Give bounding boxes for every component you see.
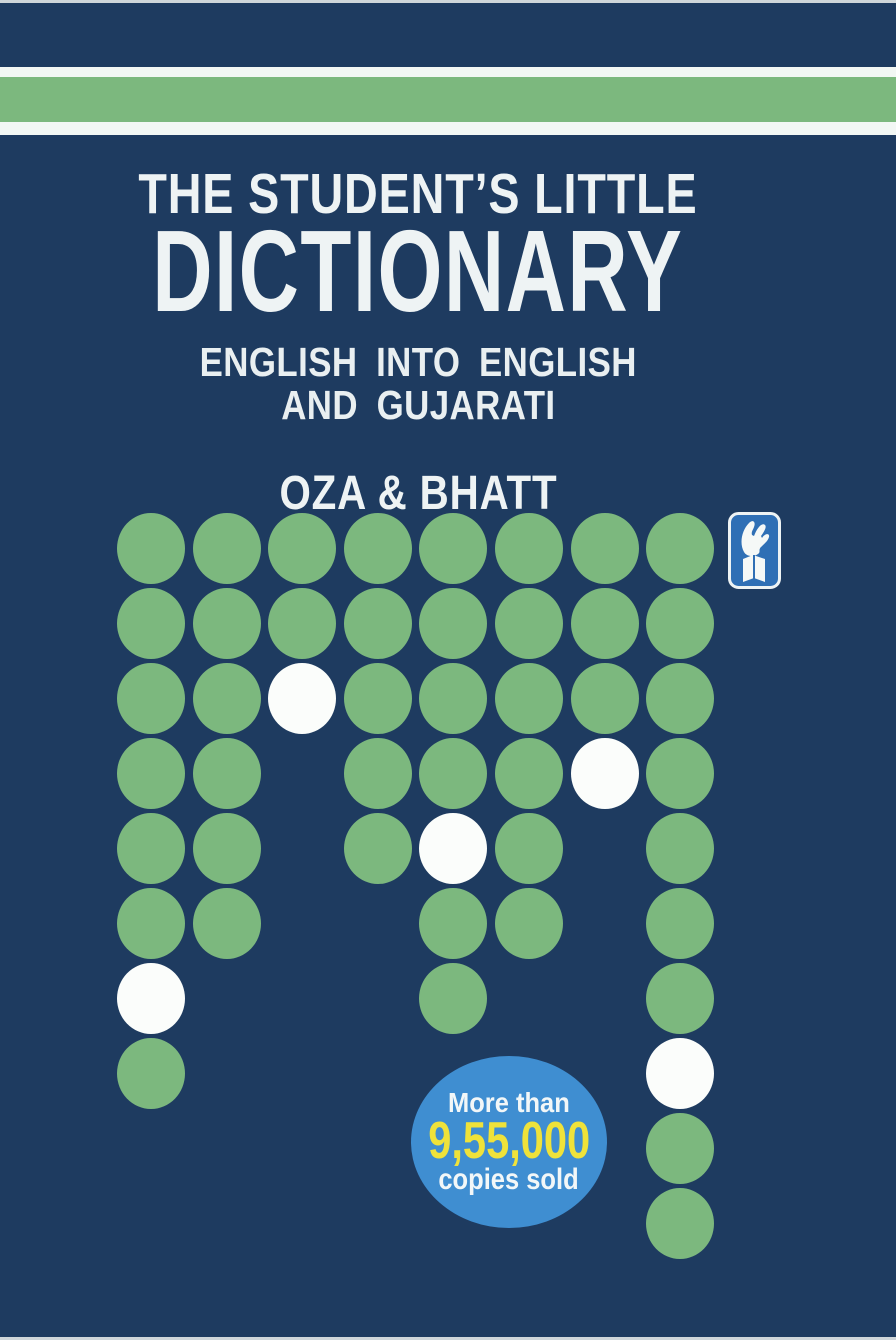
subtitle-line-2: AND GUJARATI bbox=[0, 385, 836, 426]
dot-green bbox=[117, 812, 185, 884]
title-line-1-text: THE STUDENT’S LITTLE bbox=[138, 162, 698, 226]
dot-green bbox=[117, 587, 185, 659]
dot-green bbox=[495, 662, 563, 734]
sales-badge: More than 9,55,000 copies sold bbox=[411, 1056, 607, 1228]
dot-green bbox=[419, 662, 488, 734]
dot-green bbox=[646, 512, 715, 584]
top-edge-line bbox=[0, 0, 896, 3]
dot-green bbox=[495, 512, 563, 584]
title-line-2-text: DICTIONARY bbox=[152, 206, 684, 336]
dot-green bbox=[192, 662, 261, 734]
bottom-edge-line bbox=[0, 1337, 896, 1340]
dot-white bbox=[419, 812, 488, 884]
dot-green bbox=[343, 662, 412, 734]
dot-green bbox=[646, 812, 715, 884]
badge-count: 9,55,000 bbox=[428, 1111, 590, 1170]
dot-green bbox=[419, 587, 488, 659]
dot-white bbox=[117, 962, 185, 1034]
dot-green bbox=[646, 1112, 715, 1184]
dot-green bbox=[570, 587, 639, 659]
subtitle-line-1: ENGLISH INTO ENGLISH bbox=[0, 342, 836, 383]
badge-copies-sold: copies sold bbox=[438, 1162, 580, 1196]
white-stripe-bottom bbox=[0, 122, 896, 135]
dot-green bbox=[343, 737, 412, 809]
dot-green bbox=[117, 662, 185, 734]
dot-green bbox=[495, 737, 563, 809]
authors-text: OZA & BHATT bbox=[278, 467, 557, 520]
dot-green bbox=[495, 887, 563, 959]
dot-white bbox=[570, 737, 639, 809]
dot-green bbox=[570, 662, 639, 734]
dot-green bbox=[419, 887, 488, 959]
title-line-1: THE STUDENT’S LITTLE bbox=[0, 166, 836, 223]
dot-white bbox=[268, 662, 337, 734]
subtitle-line-2-text: AND GUJARATI bbox=[280, 382, 556, 428]
green-stripe bbox=[0, 77, 896, 122]
dot-green bbox=[646, 887, 715, 959]
dot-green bbox=[419, 737, 488, 809]
authors: OZA & BHATT bbox=[0, 470, 836, 518]
dot-white bbox=[646, 1037, 715, 1109]
white-stripe-top bbox=[0, 67, 896, 77]
dot-green bbox=[646, 962, 715, 1034]
dot-green bbox=[192, 812, 261, 884]
dot-green bbox=[495, 812, 563, 884]
dot-green bbox=[646, 1187, 715, 1259]
dot-green bbox=[117, 1037, 185, 1109]
badge-more-than: More than bbox=[448, 1086, 570, 1118]
dot-green bbox=[117, 887, 185, 959]
dot-green bbox=[343, 812, 412, 884]
dot-green bbox=[117, 512, 185, 584]
subtitle-line-1-text: ENGLISH INTO ENGLISH bbox=[199, 339, 637, 385]
dot-green bbox=[343, 587, 412, 659]
dot-green bbox=[192, 512, 261, 584]
dot-green bbox=[646, 662, 715, 734]
dot-green bbox=[192, 587, 261, 659]
dot-green bbox=[192, 887, 261, 959]
dot-green bbox=[419, 512, 488, 584]
dot-green bbox=[646, 587, 715, 659]
dot-green bbox=[343, 512, 412, 584]
title-line-2: DICTIONARY bbox=[0, 213, 836, 329]
dot-green bbox=[495, 587, 563, 659]
publisher-logo-icon bbox=[728, 512, 781, 589]
dot-green bbox=[646, 737, 715, 809]
dot-green bbox=[268, 587, 337, 659]
dot-green bbox=[419, 962, 488, 1034]
dot-green bbox=[192, 737, 261, 809]
dot-green bbox=[268, 512, 337, 584]
dot-green bbox=[570, 512, 639, 584]
dot-green bbox=[117, 737, 185, 809]
